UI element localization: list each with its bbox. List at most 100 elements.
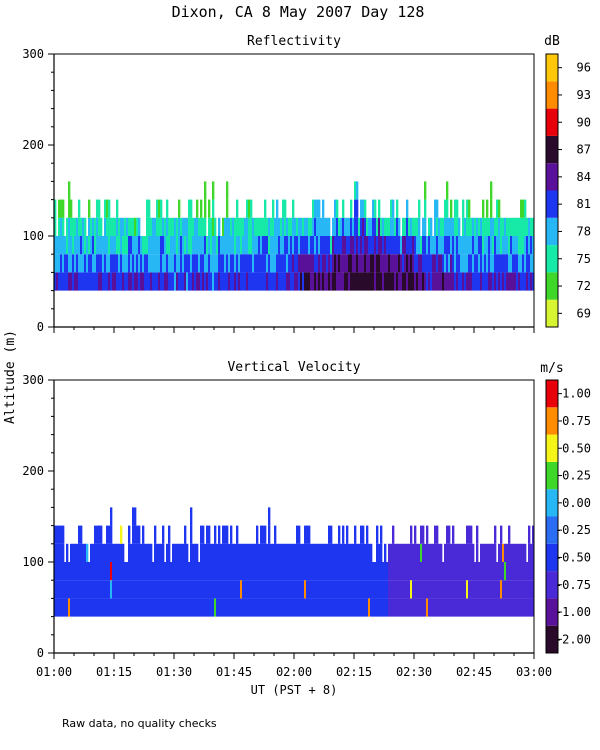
reflectivity-column (496, 199, 499, 291)
vertical-velocity-column (278, 543, 281, 617)
vertical-velocity-cell (288, 580, 291, 599)
reflectivity-column (464, 217, 467, 291)
vertical-velocity-column (240, 543, 243, 617)
vertical-velocity-cell (188, 580, 191, 599)
reflectivity-cell (182, 254, 185, 273)
reflectivity-cell (58, 272, 61, 291)
reflectivity-cell (322, 236, 325, 255)
vertical-velocity-cell (60, 580, 63, 599)
reflectivity-cell (310, 236, 313, 255)
reflectivity-cell (404, 217, 407, 236)
vertical-velocity-cell (300, 580, 303, 599)
reflectivity-cell (292, 236, 295, 255)
reflectivity-cell (86, 272, 89, 291)
reflectivity-cell (260, 272, 263, 291)
vertical-velocity-column (242, 543, 245, 617)
vertical-velocity-cell (418, 598, 421, 617)
vertical-velocity-cell (126, 562, 129, 581)
reflectivity-cell (330, 236, 333, 255)
reflectivity-cell (146, 217, 149, 236)
reflectivity-cell (248, 254, 251, 273)
reflectivity-cell (460, 236, 463, 255)
vertical-velocity-cell (432, 543, 435, 562)
reflectivity-cell (472, 236, 475, 255)
vertical-velocity-cell (176, 580, 179, 599)
vertical-velocity-cell (418, 580, 421, 599)
reflectivity-cell (246, 254, 249, 273)
reflectivity-colorbar-swatch (546, 108, 558, 136)
reflectivity-cell (320, 236, 323, 255)
reflectivity-cell (486, 199, 489, 218)
reflectivity-cell (54, 236, 57, 255)
reflectivity-cell (234, 236, 237, 255)
vertical-velocity-cell (150, 580, 153, 599)
reflectivity-column (286, 217, 289, 291)
vertical-velocity-cell (230, 525, 233, 544)
reflectivity-cell (54, 254, 57, 273)
vertical-velocity-cell (328, 580, 331, 599)
reflectivity-cell (358, 254, 361, 273)
reflectivity-cell (180, 272, 183, 291)
reflectivity-cell (456, 199, 459, 218)
x-tick-label: 02:15 (336, 665, 372, 679)
vertical-velocity-cell (258, 543, 261, 562)
reflectivity-unit: dB (544, 34, 560, 49)
vertical-velocity-column (340, 543, 343, 617)
vertical-velocity-cell (292, 562, 295, 581)
reflectivity-cell (126, 254, 129, 273)
vertical-velocity-cell (360, 525, 363, 544)
reflectivity-column (216, 236, 219, 291)
reflectivity-column (186, 217, 189, 291)
reflectivity-cell (186, 272, 189, 291)
vertical-velocity-cell (510, 598, 513, 617)
reflectivity-cell (124, 217, 127, 236)
reflectivity-column (116, 199, 119, 291)
reflectivity-cell (456, 272, 459, 291)
vertical-velocity-cell (498, 543, 501, 562)
reflectivity-cell (450, 217, 453, 236)
vertical-velocity-column (386, 562, 389, 617)
vertical-velocity-cell (108, 543, 111, 562)
vertical-velocity-column (354, 525, 357, 617)
vertical-velocity-cell (436, 580, 439, 599)
reflectivity-column (330, 236, 333, 291)
reflectivity-cell (408, 254, 411, 273)
reflectivity-cell (290, 272, 293, 291)
vertical-velocity-cell (132, 543, 135, 562)
reflectivity-cell (376, 254, 379, 273)
reflectivity-cell (164, 217, 167, 236)
vertical-velocity-cell (468, 580, 471, 599)
reflectivity-colorbar-label: 69 (577, 306, 591, 320)
vertical-velocity-column (420, 525, 423, 617)
reflectivity-column (182, 217, 185, 291)
vertical-velocity-cell (66, 580, 69, 599)
reflectivity-cell (398, 272, 401, 291)
reflectivity-cell (312, 254, 315, 273)
vertical-velocity-cell (508, 562, 511, 581)
vertical-velocity-cell (412, 543, 415, 562)
vertical-velocity-cell (348, 598, 351, 617)
reflectivity-cell (242, 254, 245, 273)
reflectivity-cell (272, 236, 275, 255)
reflectivity-cell (308, 254, 311, 273)
reflectivity-cell (190, 236, 193, 255)
reflectivity-cell (156, 199, 159, 218)
reflectivity-cell (314, 254, 317, 273)
vertical-velocity-column (296, 525, 299, 617)
vertical-velocity-cell (190, 525, 193, 544)
vertical-velocity-cell (428, 562, 431, 581)
reflectivity-cell (162, 272, 165, 291)
vertical-velocity-cell (394, 543, 397, 562)
reflectivity-cell (228, 254, 231, 273)
vertical-velocity-cell (272, 543, 275, 562)
vertical-velocity-cell (94, 562, 97, 581)
reflectivity-column (90, 217, 93, 291)
vertical-velocity-cell (94, 525, 97, 544)
vertical-velocity-cell (156, 598, 159, 617)
vertical-velocity-cell (82, 580, 85, 599)
vertical-velocity-cell (138, 525, 141, 544)
reflectivity-column (414, 217, 417, 291)
reflectivity-cell (196, 236, 199, 255)
reflectivity-cell (96, 272, 99, 291)
vertical-velocity-column (160, 543, 163, 617)
